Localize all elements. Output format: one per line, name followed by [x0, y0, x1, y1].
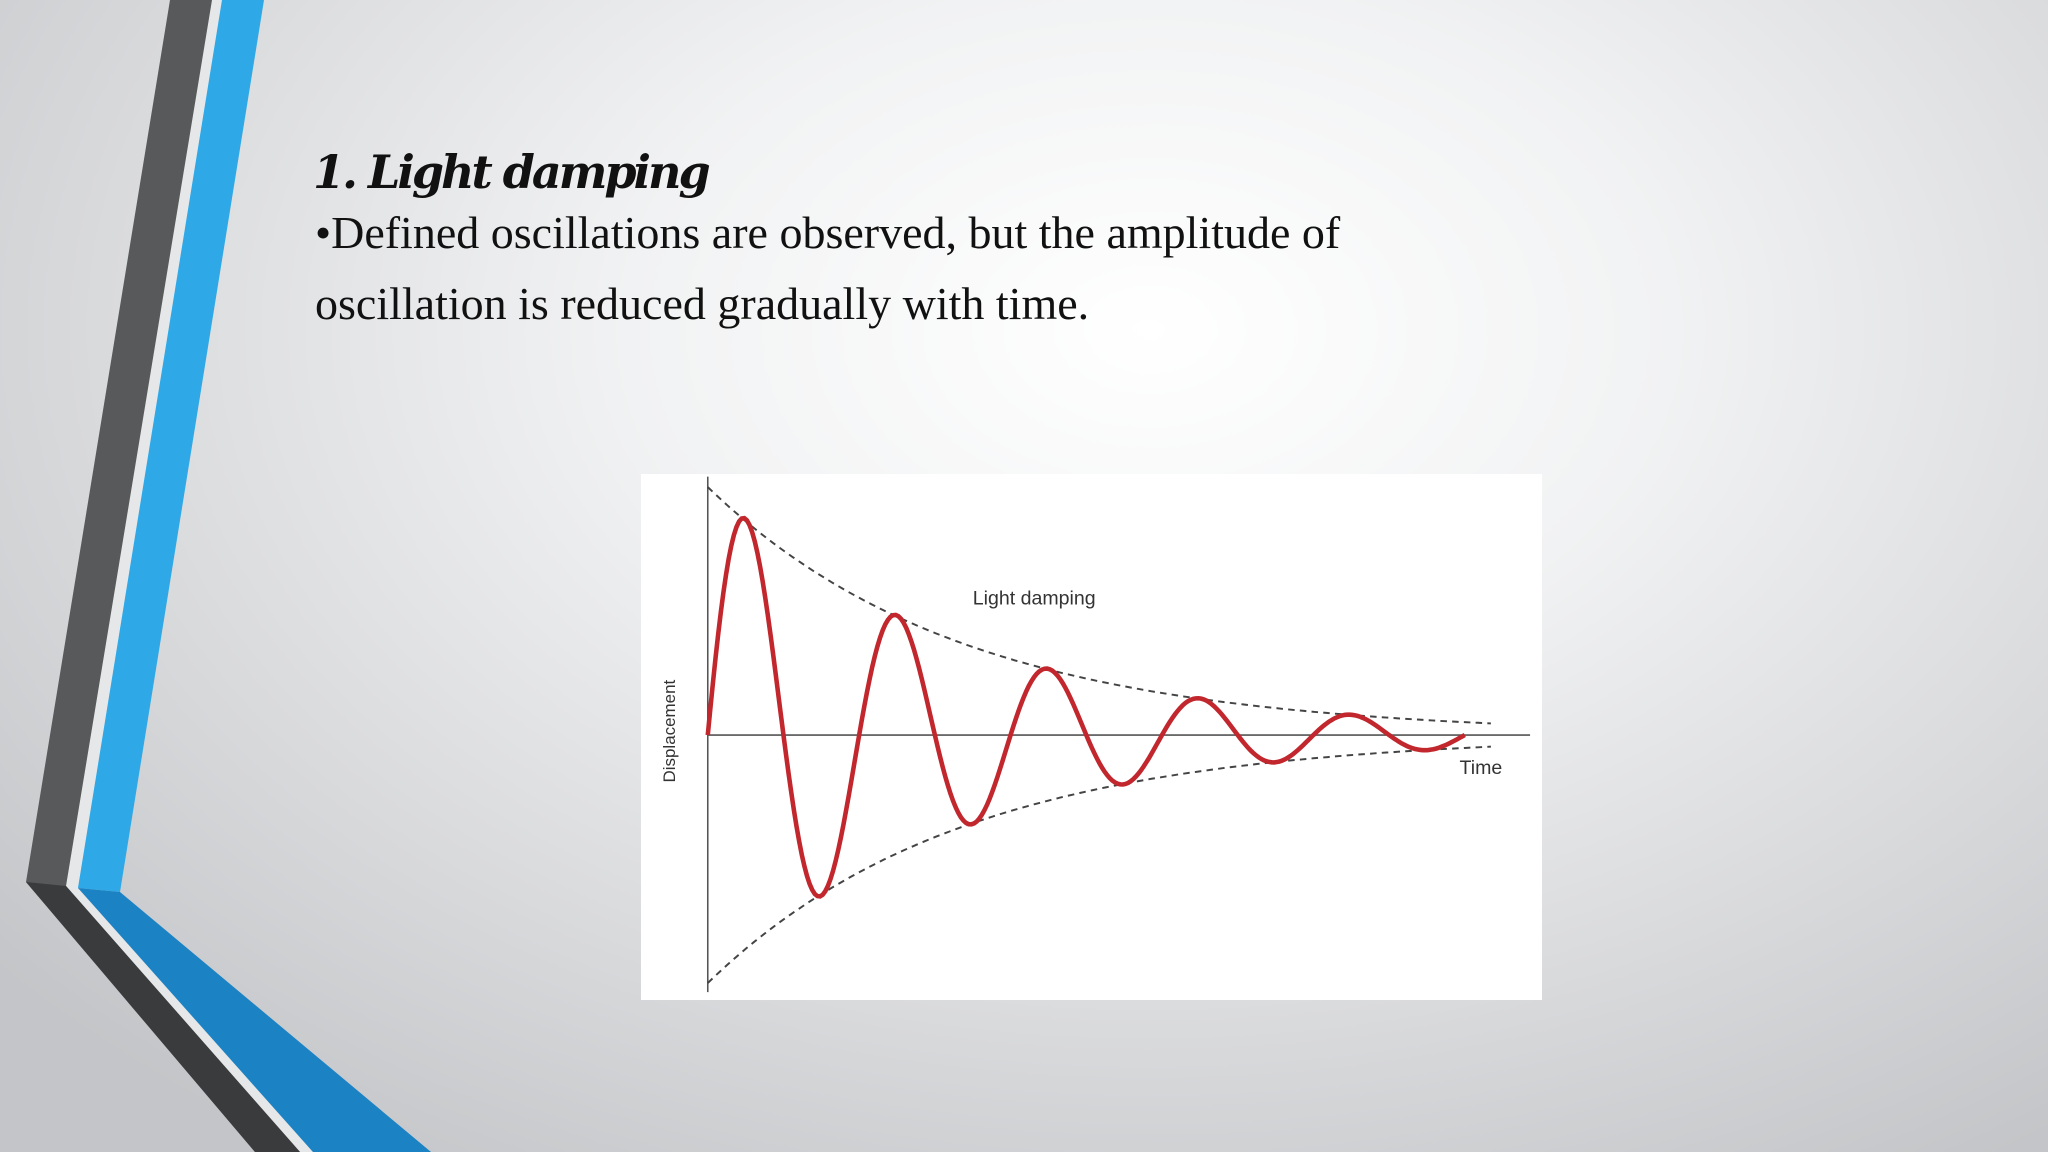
slide-title: 1. Light damping [313, 145, 711, 199]
stripe-dark [26, 0, 300, 1152]
stripe-blue-lower [78, 888, 431, 1152]
x-axis-label: Time [1460, 757, 1503, 779]
y-axis-label: Displacement [660, 679, 679, 782]
oscillation-curve [705, 515, 1466, 899]
stripe-blue [78, 0, 264, 892]
figure-title: Light damping [973, 588, 1096, 610]
stripe-dark-lower [26, 882, 300, 1152]
envelope-lower [707, 745, 1491, 984]
body-line: oscillation is reduced gradually with ti… [315, 278, 1090, 329]
body-line: •Defined oscillations are observed, but … [315, 207, 1341, 258]
damping-figure: Light damping Time Displacement [641, 474, 1542, 1000]
envelope-upper [707, 486, 1491, 725]
